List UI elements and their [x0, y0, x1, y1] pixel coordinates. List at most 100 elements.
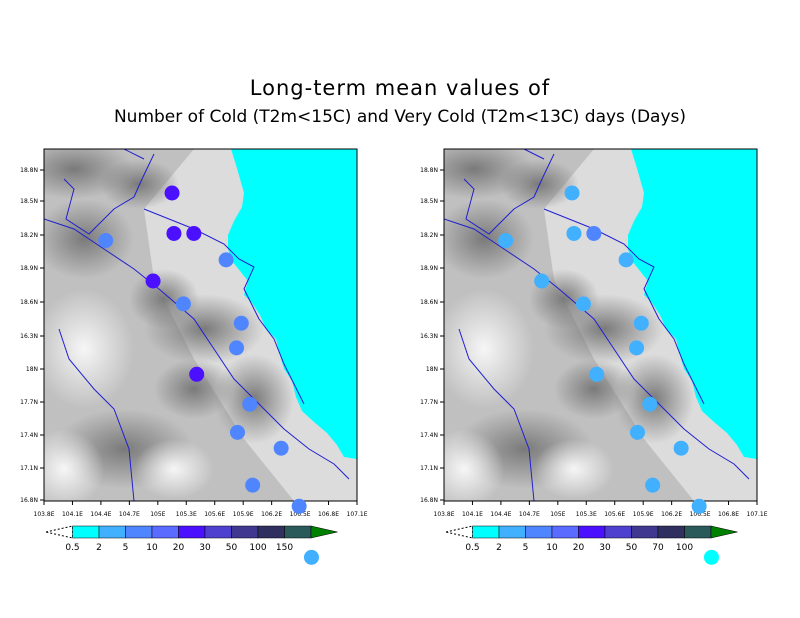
colorbar-segment: [231, 525, 259, 539]
lat-label: 18.5N: [20, 198, 38, 205]
border-south: [458, 328, 535, 501]
lon-label: 104.1E: [462, 511, 483, 518]
colorbar-under-arrow: [45, 525, 73, 539]
colorbar-segment: [631, 525, 659, 539]
terrain-light: [44, 429, 104, 501]
station-marker: [273, 440, 289, 456]
station-marker: [498, 233, 514, 249]
lon-label: 106.8E: [318, 511, 339, 518]
colorbar-label: 20: [573, 543, 585, 553]
lat-label: 16.3N: [20, 333, 38, 340]
station-marker: [575, 296, 591, 312]
lat-label: 17.4N: [420, 432, 438, 439]
colorbar-segment: [472, 525, 500, 539]
colorbar-label: 100: [676, 543, 693, 553]
station-marker: [534, 273, 550, 289]
terrain-shade: [499, 159, 579, 209]
colorbar-label: 150: [276, 543, 293, 553]
station-marker: [673, 440, 689, 456]
lon-label: 106.2E: [261, 511, 282, 518]
sea: [628, 149, 757, 459]
lon-label: 104.4E: [90, 511, 111, 518]
lat-label: 18.9N: [20, 265, 38, 272]
colorbar-label: 50: [626, 543, 638, 553]
station-marker: [175, 296, 191, 312]
terrain-light: [444, 429, 504, 501]
station-marker: [589, 366, 605, 382]
terrain-light: [444, 289, 534, 409]
station-marker: [218, 252, 234, 268]
lon-label: 103.8E: [34, 511, 55, 518]
lon-label: 107.1E: [747, 511, 768, 518]
colorbar-segment: [204, 525, 232, 539]
lon-label: 107.1E: [347, 511, 368, 518]
station-marker: [291, 498, 307, 514]
terrain-shade: [554, 359, 634, 419]
colorbar-segment: [125, 525, 153, 539]
station-marker: [566, 225, 582, 241]
colorbar-segment: [498, 525, 526, 539]
colorbar-segment: [151, 525, 179, 539]
station-marker: [645, 477, 661, 493]
colorbar-under-arrow: [445, 525, 473, 539]
lat-label: 17.1N: [420, 465, 438, 472]
terrain-light: [44, 289, 134, 409]
colorbar-segment: [525, 525, 553, 539]
station-marker: [164, 185, 180, 201]
border-south: [58, 328, 135, 501]
lat-label: 16.8N: [420, 497, 438, 504]
lat-label: 17.7N: [20, 399, 38, 406]
map-panel-cold: [44, 149, 357, 501]
station-marker: [98, 233, 114, 249]
colorbar-label: 50: [226, 543, 238, 553]
lon-label: 106.8E: [718, 511, 739, 518]
lon-label: 106.5E: [290, 511, 311, 518]
sea: [228, 149, 357, 459]
station-marker: [186, 225, 202, 241]
map-panel-very-cold: [444, 149, 757, 501]
station-marker: [229, 424, 245, 440]
colorbar-label: 10: [546, 543, 558, 553]
station-marker: [629, 424, 645, 440]
lat-label: 18N: [26, 366, 38, 373]
province-border: [63, 153, 155, 235]
terrain-light: [534, 439, 614, 499]
lon-label: 105.9E: [233, 511, 254, 518]
lon-label: 103.8E: [434, 511, 455, 518]
lat-label: 18.5N: [420, 198, 438, 205]
colorbar-label: 5: [523, 543, 529, 553]
colorbar-segment: [684, 525, 712, 539]
province-border: [463, 153, 555, 235]
lat-label: 18.6N: [420, 299, 438, 306]
terrain-shade: [154, 359, 234, 419]
station-marker: [703, 549, 719, 565]
terrain-shade: [444, 199, 534, 279]
colorbar-segment: [578, 525, 606, 539]
terrain-shade: [44, 199, 134, 279]
lat-label: 18.9N: [420, 265, 438, 272]
lon-label: 106.2E: [661, 511, 682, 518]
colorbar-segment: [72, 525, 100, 539]
lat-label: 18.6N: [20, 299, 38, 306]
station-marker: [618, 252, 634, 268]
lat-label: 17.4N: [20, 432, 38, 439]
station-marker: [691, 498, 707, 514]
map-frame: [43, 148, 358, 502]
lon-label: 105.3E: [576, 511, 597, 518]
border-north: [523, 149, 545, 160]
station-marker: [629, 340, 645, 356]
lat-label: 18N: [426, 366, 438, 373]
colorbar-over-arrow: [710, 525, 738, 539]
coastline: [543, 208, 705, 405]
coastline: [143, 208, 305, 405]
country-border: [444, 218, 750, 480]
country-border: [44, 218, 350, 480]
colorbar-cold: 0.5 2 5 10 20 30 50 100 150: [45, 525, 338, 553]
lat-label: 17.7N: [420, 399, 438, 406]
station-marker: [145, 273, 161, 289]
lon-label: 104.1E: [62, 511, 83, 518]
colorbar-label: 10: [146, 543, 158, 553]
station-marker: [586, 225, 602, 241]
lon-label: 105E: [550, 511, 565, 518]
